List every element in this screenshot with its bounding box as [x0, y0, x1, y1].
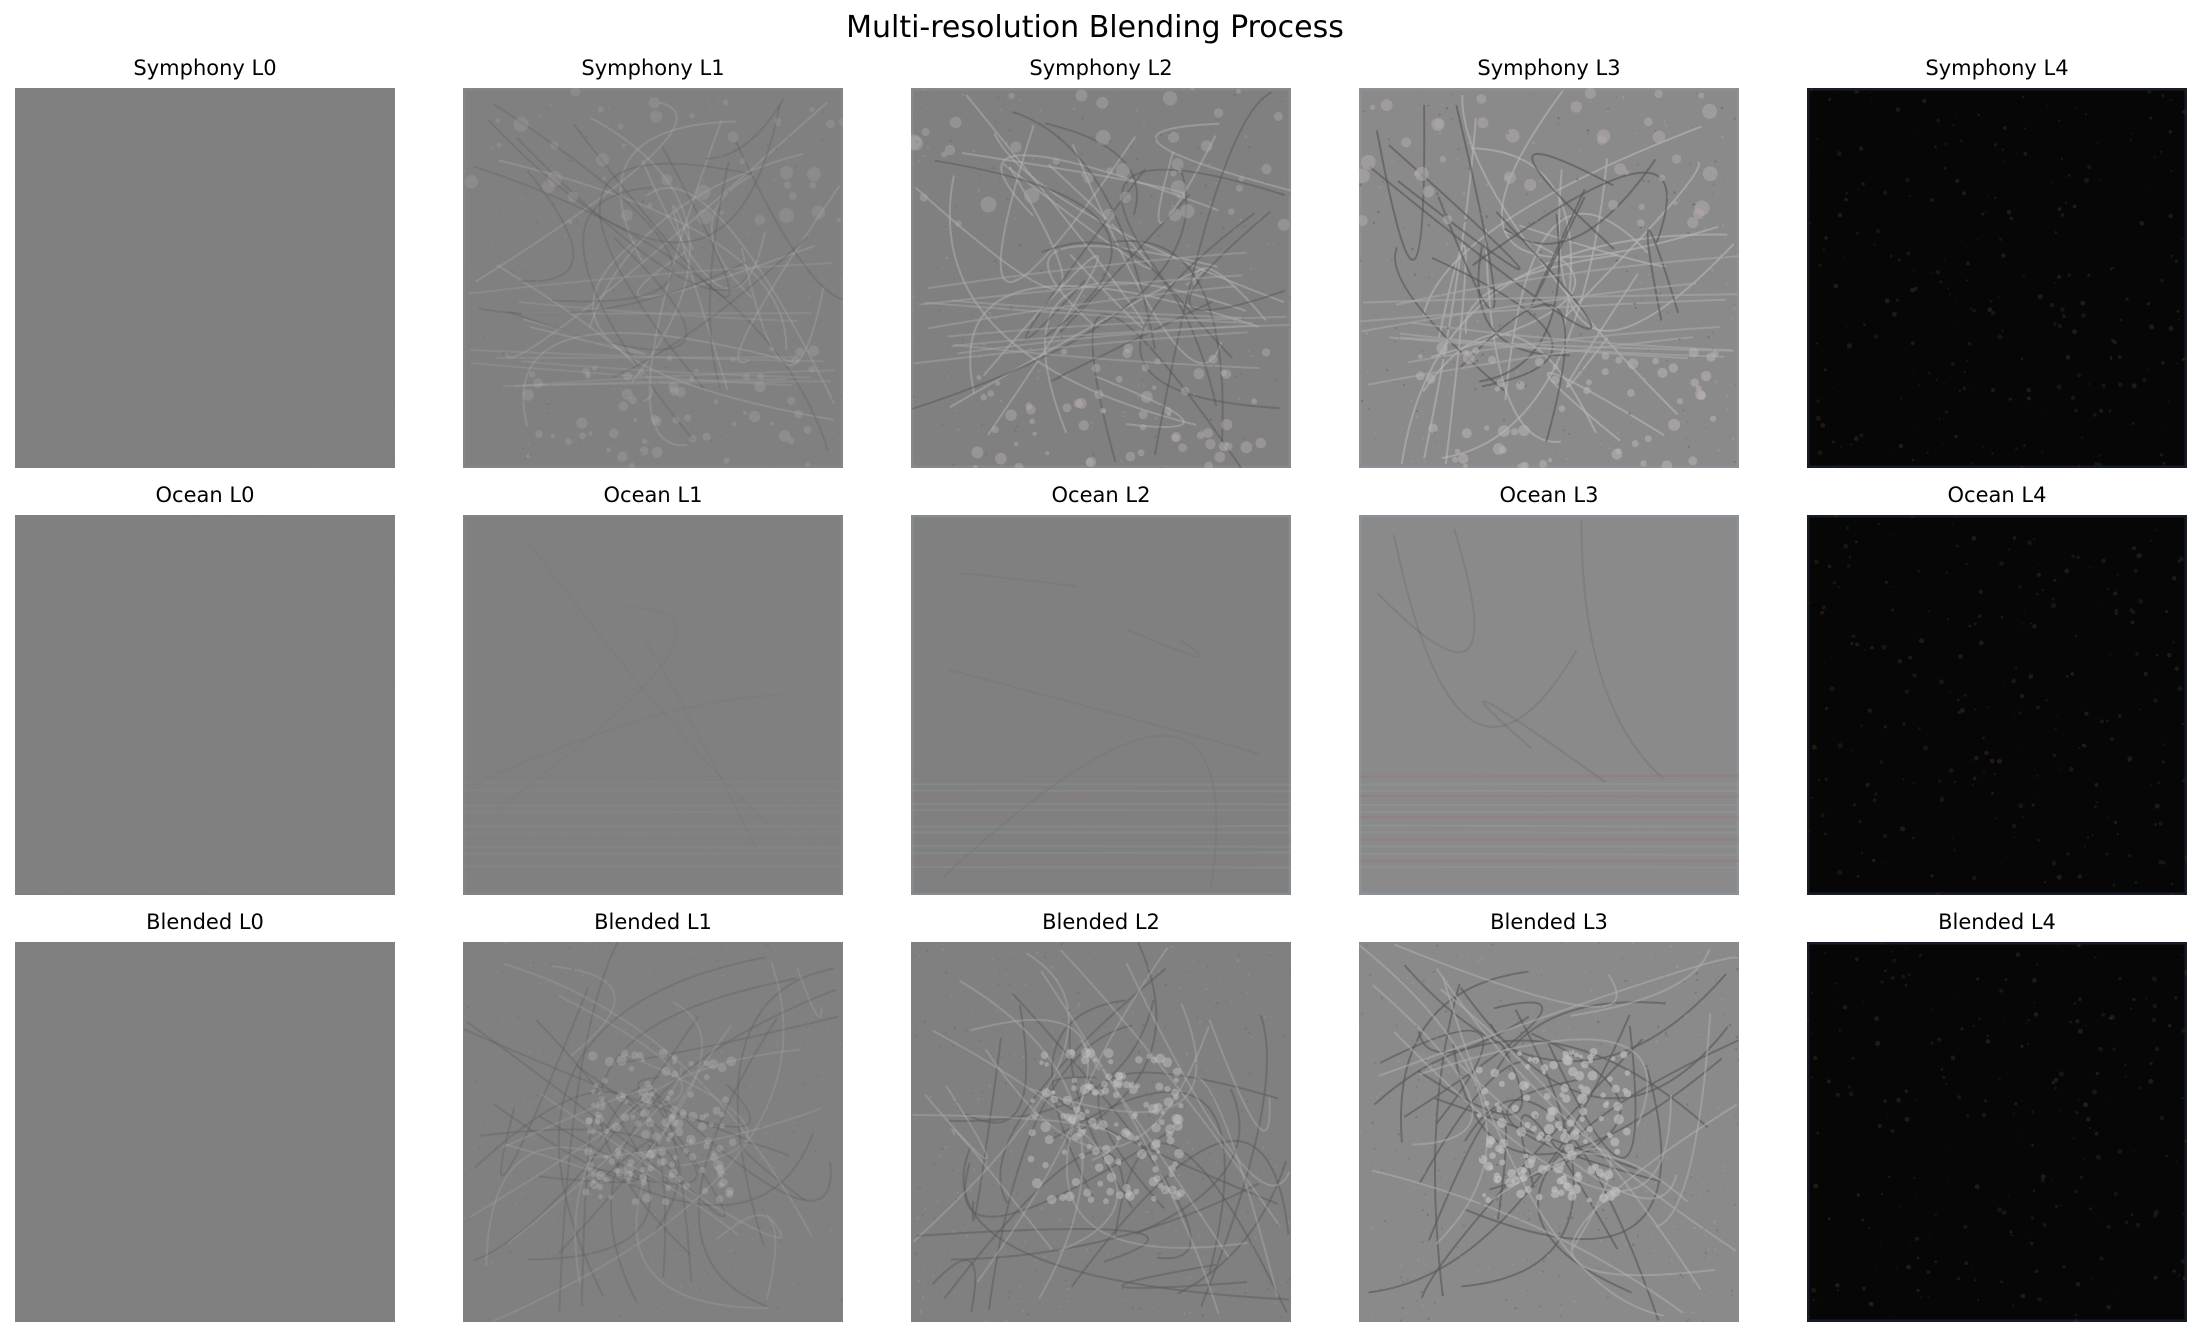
pyramid-level-image [463, 942, 843, 1322]
panel-title: Symphony L3 [1477, 56, 1621, 80]
pyramid-level-image [1807, 942, 2187, 1322]
pyramid-level-raster [1807, 515, 2187, 895]
panel-title: Ocean L4 [1947, 483, 2047, 507]
pyramid-panel: Blended L0 [15, 909, 395, 1322]
pyramid-level-image [911, 515, 1291, 895]
pyramid-panel: Ocean L4 [1807, 482, 2187, 895]
pyramid-level-raster [1807, 88, 2187, 468]
pyramid-level-image [15, 515, 395, 895]
pyramid-level-image [1359, 515, 1739, 895]
pyramid-level-raster [911, 88, 1291, 468]
pyramid-level-raster [911, 942, 1291, 1322]
pyramid-level-raster [911, 515, 1291, 895]
panel-title: Ocean L3 [1499, 483, 1599, 507]
pyramid-level-image [911, 88, 1291, 468]
pyramid-level-raster [463, 88, 843, 468]
pyramid-level-image [463, 515, 843, 895]
pyramid-level-raster [1807, 942, 2187, 1322]
pyramid-level-image [911, 942, 1291, 1322]
panel-title: Blended L2 [1042, 910, 1160, 934]
panel-title: Ocean L2 [1051, 483, 1151, 507]
pyramid-level-image [15, 88, 395, 468]
pyramid-panel: Blended L1 [463, 909, 843, 1322]
pyramid-panel: Symphony L3 [1359, 55, 1739, 468]
figure-title: Multi-resolution Blending Process [846, 10, 1344, 45]
panel-title: Symphony L0 [133, 56, 277, 80]
pyramid-level-image [1807, 88, 2187, 468]
panel-title: Blended L3 [1490, 910, 1608, 934]
panel-title: Ocean L1 [603, 483, 703, 507]
panel-title: Blended L1 [594, 910, 712, 934]
pyramid-level-image [1359, 88, 1739, 468]
pyramid-panel: Ocean L1 [463, 482, 843, 895]
pyramid-panel: Blended L3 [1359, 909, 1739, 1322]
pyramid-level-raster [463, 942, 843, 1322]
panel-title: Ocean L0 [155, 483, 255, 507]
panel-title: Symphony L2 [1029, 56, 1173, 80]
pyramid-panel: Symphony L4 [1807, 55, 2187, 468]
pyramid-level-image [15, 942, 395, 1322]
pyramid-level-raster [463, 515, 843, 895]
pyramid-panel: Symphony L1 [463, 55, 843, 468]
pyramid-panel: Symphony L0 [15, 55, 395, 468]
pyramid-panel: Ocean L3 [1359, 482, 1739, 895]
panel-title: Blended L0 [146, 910, 264, 934]
panel-title: Symphony L1 [581, 56, 725, 80]
pyramid-panel: Ocean L0 [15, 482, 395, 895]
pyramid-panel: Blended L2 [911, 909, 1291, 1322]
pyramid-level-raster [15, 942, 395, 1322]
panel-title: Symphony L4 [1925, 56, 2069, 80]
pyramid-level-raster [1359, 942, 1739, 1322]
pyramid-level-image [1807, 515, 2187, 895]
pyramid-level-raster [1359, 88, 1739, 468]
pyramid-level-raster [15, 515, 395, 895]
pyramid-panel: Ocean L2 [911, 482, 1291, 895]
pyramid-level-image [463, 88, 843, 468]
pyramid-level-raster [15, 88, 395, 468]
panel-title: Blended L4 [1938, 910, 2056, 934]
pyramid-level-image [1359, 942, 1739, 1322]
pyramid-panel: Blended L4 [1807, 909, 2187, 1322]
pyramid-level-raster [1359, 515, 1739, 895]
pyramid-panel: Symphony L2 [911, 55, 1291, 468]
